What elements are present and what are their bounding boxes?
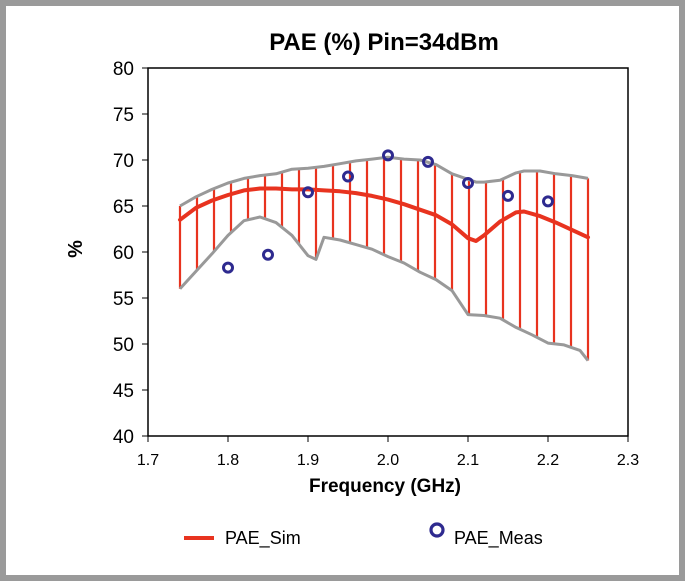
- pae-meas-point: [382, 149, 394, 162]
- x-tick-label: 2.1: [457, 452, 479, 469]
- legend-sim-label: PAE_Sim: [225, 528, 301, 549]
- y-tick-label: 50: [113, 335, 134, 356]
- pae-meas-point: [262, 248, 274, 261]
- y-tick-label: 40: [113, 427, 134, 448]
- x-tick-label: 1.7: [137, 452, 159, 469]
- upper-bound-line: [179, 155, 589, 208]
- x-axis-label: Frequency (GHz): [309, 476, 461, 497]
- x-tick-label: 1.9: [297, 452, 319, 469]
- lower-bound-line: [178, 215, 590, 362]
- y-tick-label: 70: [113, 151, 134, 172]
- x-tick-label: 2.3: [617, 452, 639, 469]
- y-tick-label: 80: [113, 59, 134, 80]
- x-tick-label: 2.2: [537, 452, 559, 469]
- pae-meas-point: [342, 170, 354, 183]
- y-tick-label: 65: [113, 197, 134, 218]
- y-tick-label: 55: [113, 289, 134, 310]
- pae-meas-point: [542, 195, 554, 208]
- legend-meas-label: PAE_Meas: [454, 528, 543, 549]
- y-tick-label: 60: [113, 243, 134, 264]
- pae-sim-line: [178, 186, 590, 243]
- pae-meas-point: [302, 186, 314, 199]
- pae-meas-point: [462, 177, 474, 189]
- y-tick-label: 45: [113, 381, 134, 402]
- y-axis-label: %: [65, 240, 87, 258]
- plot-area-border: [147, 67, 629, 437]
- pae-meas-point: [422, 155, 434, 168]
- x-tick-label: 1.8: [217, 452, 239, 469]
- pae-meas-point: [502, 189, 514, 202]
- chart-title: PAE (%) Pin=34dBm: [269, 29, 499, 56]
- x-tick-label: 2.0: [377, 452, 399, 469]
- pae-chart: PAE (%) Pin=34dBm 1.7 1.8 1.9 2.0 2.1 2.2 2.3 4…: [65, 29, 639, 549]
- y-tick-label: 75: [113, 105, 134, 126]
- legend-meas-swatch: [429, 522, 445, 538]
- pae-meas-point: [222, 261, 234, 274]
